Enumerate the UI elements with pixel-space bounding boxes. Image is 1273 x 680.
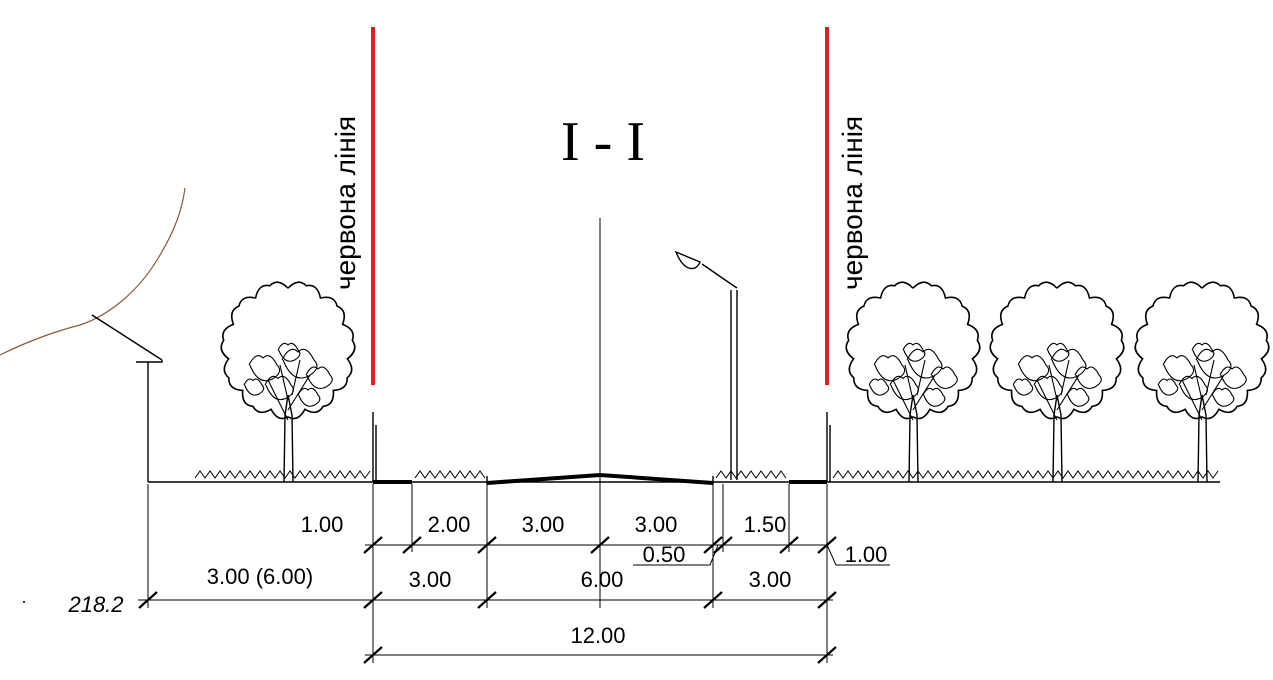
elevation-mark: 218.2	[67, 592, 123, 617]
tree-icon-right-2	[989, 281, 1125, 483]
dim-pavement-left: 1.00	[301, 512, 344, 537]
tree-icon-left	[220, 281, 356, 483]
dim-green-left: 2.00	[428, 512, 471, 537]
tree-icon-right-1	[845, 281, 981, 483]
dim-pavement-right: 1.00	[845, 542, 888, 567]
house-icon	[91, 314, 163, 482]
terrain-line	[0, 187, 186, 356]
extension-lines	[147, 484, 890, 663]
dim-curb-gap: 0.50	[643, 542, 686, 567]
dim-green-right: 1.50	[744, 512, 787, 537]
dim-setback-left: 3.00 (6.00)	[207, 564, 313, 589]
dim-total-width: 12.00	[570, 623, 625, 648]
dimension-ticks	[138, 536, 837, 664]
dim-side-right: 3.00	[749, 567, 792, 592]
red-line-label-left: червона лінія	[330, 116, 361, 290]
dim-side-left: 3.00	[409, 567, 452, 592]
red-line-label-right: червона лінія	[837, 116, 868, 290]
dim-lane-right: 3.00	[635, 512, 678, 537]
street-lamp-icon	[674, 250, 738, 480]
tree-icon-right-3	[1134, 281, 1270, 483]
dim-lane-left: 3.00	[522, 512, 565, 537]
grass-strip	[194, 470, 1219, 479]
dim-carriageway: 6.00	[581, 567, 624, 592]
section-title: I - I	[561, 111, 645, 173]
